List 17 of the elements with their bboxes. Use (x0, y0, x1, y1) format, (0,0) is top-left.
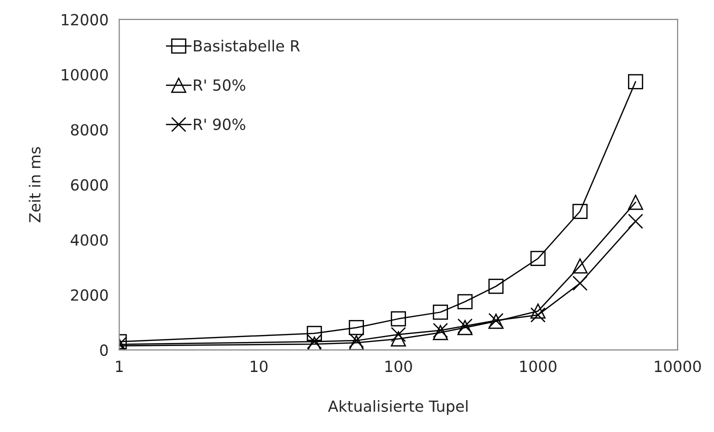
x-tick-label: 1 (116, 360, 123, 372)
legend-label: R' 90% (194, 118, 246, 130)
legend-label: R' 50% (194, 79, 246, 91)
x-axis-title: Aktualisierte Tupel (328, 400, 468, 415)
y-tick-label: 10000 (62, 68, 108, 81)
y-tick-label: 6000 (71, 179, 108, 191)
y-tick-label: 0 (100, 344, 108, 356)
x-tick-label: 10 (250, 360, 268, 372)
x-tick-label: 10000 (654, 360, 701, 372)
y-tick-label: 8000 (70, 124, 108, 136)
x-tick-label: 100 (386, 360, 412, 372)
y-tick-label: 2000 (71, 289, 108, 301)
y-tick-label: 12000 (62, 14, 108, 26)
x-tick-label: 1000 (520, 360, 556, 372)
y-axis-title: Zeit in ms (28, 147, 41, 222)
legend-label: Basistabelle R (194, 40, 300, 52)
y-tick-label: 4000 (70, 234, 108, 246)
